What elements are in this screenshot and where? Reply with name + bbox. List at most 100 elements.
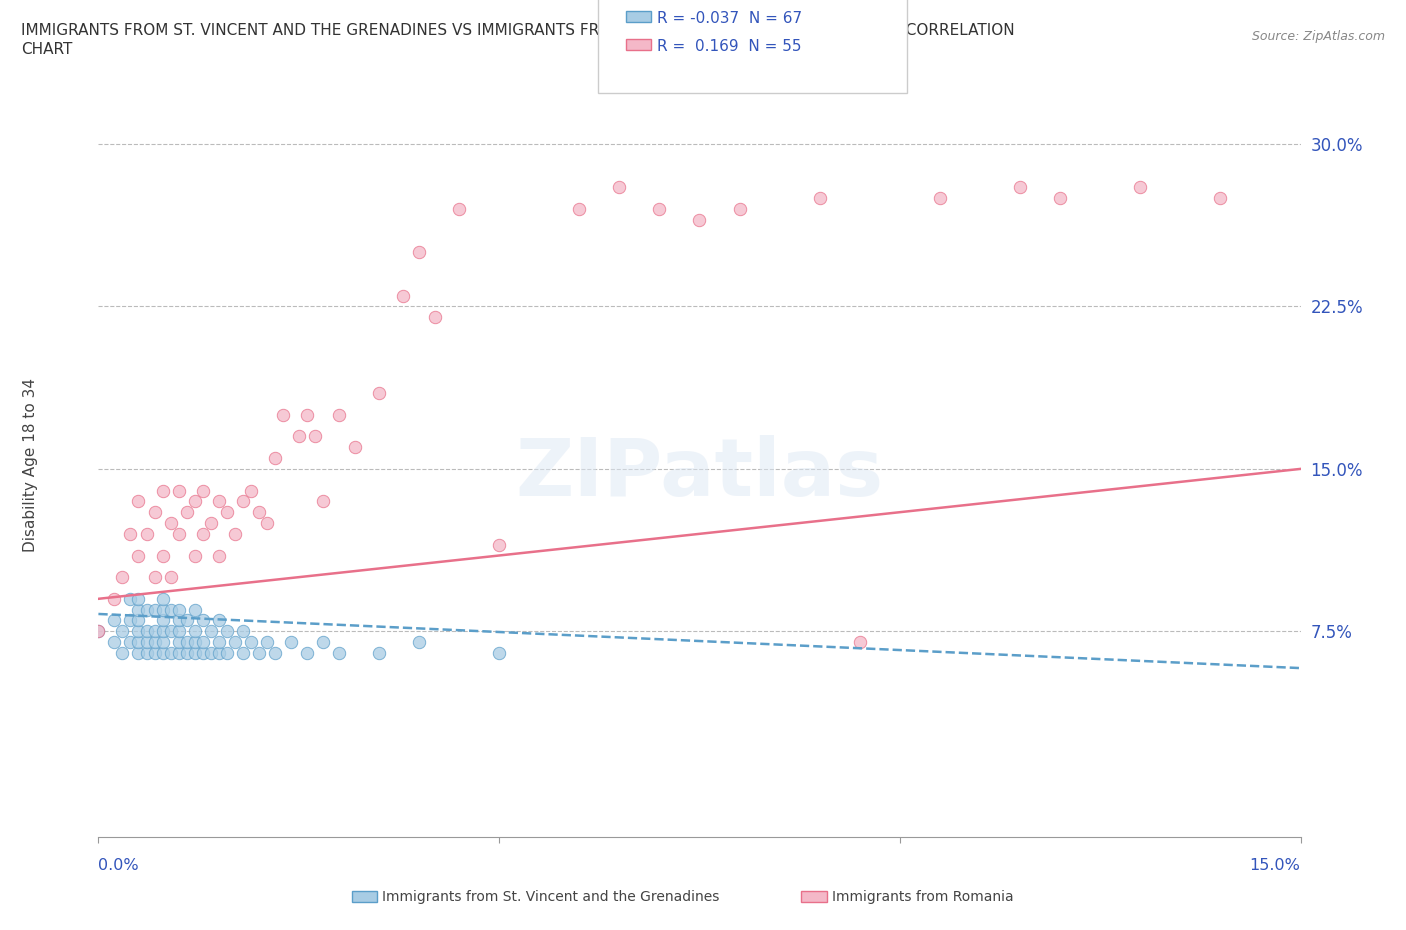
Point [128, 645, 150, 660]
Point [224, 526, 246, 541]
Point [143, 634, 166, 649]
Point [120, 591, 142, 606]
Point [143, 570, 166, 585]
Point [328, 645, 350, 660]
Point [1049, 191, 1071, 206]
Point [1209, 191, 1232, 206]
Point [295, 645, 318, 660]
Point [183, 645, 205, 660]
Text: R =  0.169  N = 55: R = 0.169 N = 55 [657, 39, 801, 54]
Point [176, 613, 198, 628]
Point [152, 624, 174, 639]
Point [152, 591, 174, 606]
Point [239, 483, 262, 498]
Point [159, 624, 181, 639]
Point [312, 494, 335, 509]
Point [208, 548, 231, 563]
Point [183, 494, 205, 509]
Point [135, 624, 157, 639]
Point [609, 179, 631, 194]
Point [183, 634, 205, 649]
Point [215, 624, 238, 639]
Point [208, 494, 231, 509]
Point [191, 483, 214, 498]
Point [128, 494, 150, 509]
Point [167, 603, 190, 618]
Point [447, 202, 470, 217]
Point [135, 645, 157, 660]
Point [688, 212, 710, 227]
Point [280, 634, 302, 649]
Text: CHART: CHART [21, 42, 73, 57]
Point [152, 548, 174, 563]
Point [191, 634, 214, 649]
Point [328, 407, 350, 422]
Point [368, 386, 391, 401]
Point [183, 603, 205, 618]
Point [120, 634, 142, 649]
Point [648, 202, 671, 217]
Point [128, 548, 150, 563]
Point [849, 634, 872, 649]
Point [135, 634, 157, 649]
Point [208, 645, 231, 660]
Point [247, 505, 270, 520]
Point [312, 634, 335, 649]
Point [288, 429, 311, 444]
Point [247, 645, 270, 660]
Point [423, 310, 446, 325]
Point [232, 645, 254, 660]
Point [159, 603, 181, 618]
Point [271, 407, 294, 422]
Point [143, 624, 166, 639]
Point [304, 429, 326, 444]
Point [103, 613, 125, 628]
Point [224, 634, 246, 649]
Text: ZIPatlas: ZIPatlas [516, 435, 883, 513]
Point [111, 570, 134, 585]
Point [256, 634, 278, 649]
Point [392, 288, 415, 303]
Point [728, 202, 751, 217]
Point [176, 634, 198, 649]
Point [1010, 179, 1032, 194]
Point [232, 624, 254, 639]
Point [143, 603, 166, 618]
Point [143, 645, 166, 660]
Point [232, 494, 254, 509]
Point [152, 645, 174, 660]
Point [200, 624, 222, 639]
Point [215, 645, 238, 660]
Point [167, 624, 190, 639]
Text: Immigrants from Romania: Immigrants from Romania [832, 889, 1014, 904]
Point [488, 538, 510, 552]
Point [183, 548, 205, 563]
Text: IMMIGRANTS FROM ST. VINCENT AND THE GRENADINES VS IMMIGRANTS FROM ROMANIA DISABI: IMMIGRANTS FROM ST. VINCENT AND THE GREN… [21, 23, 1015, 38]
Point [295, 407, 318, 422]
Point [159, 645, 181, 660]
Point [191, 526, 214, 541]
Point [808, 191, 831, 206]
Point [159, 570, 181, 585]
Point [167, 526, 190, 541]
Point [111, 645, 134, 660]
Point [208, 613, 231, 628]
Point [135, 526, 157, 541]
Point [152, 613, 174, 628]
Text: R = -0.037  N = 67: R = -0.037 N = 67 [657, 11, 801, 26]
Point [176, 505, 198, 520]
Point [120, 526, 142, 541]
Point [167, 483, 190, 498]
Point [239, 634, 262, 649]
Point [128, 603, 150, 618]
Point [343, 440, 366, 455]
Point [408, 634, 430, 649]
Point [1129, 179, 1152, 194]
Point [152, 603, 174, 618]
Point [111, 624, 134, 639]
Point [191, 645, 214, 660]
Point [128, 591, 150, 606]
Point [191, 613, 214, 628]
Point [87, 624, 110, 639]
Point [128, 624, 150, 639]
